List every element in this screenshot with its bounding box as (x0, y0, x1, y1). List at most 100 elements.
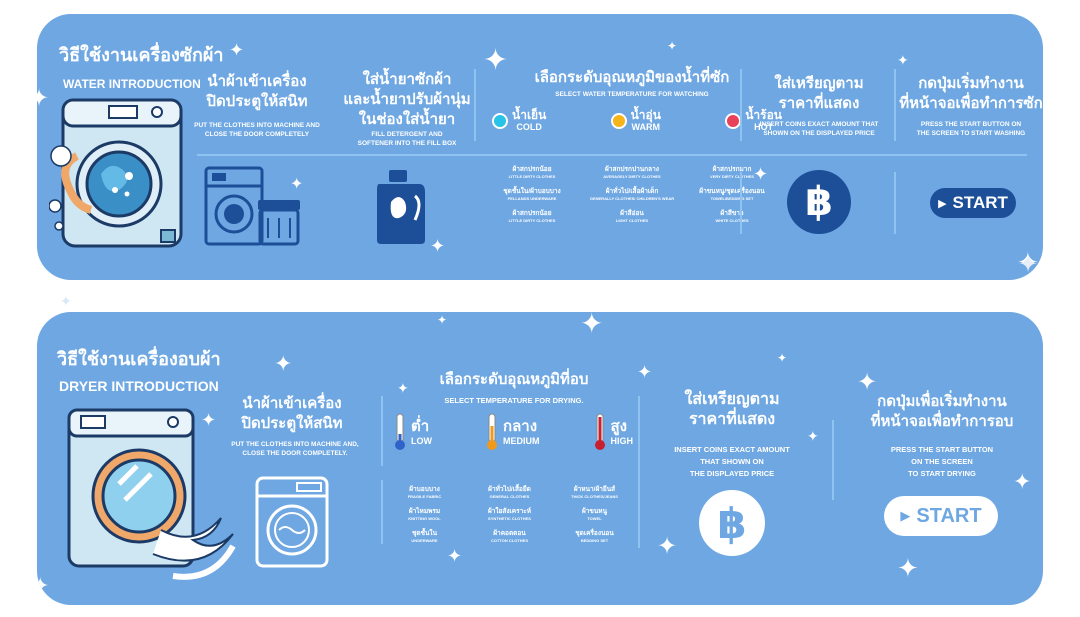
dryer-step2-text: เลือกระดับอุณหภูมิที่อบ (439, 371, 589, 388)
table-cell: ผ้าสีขาว WHITE CLOTHES (715, 210, 749, 223)
table-cell: ผ้าทั่วไป/เสื้อยืด GENERAL CLOTHES (488, 486, 531, 499)
dryer-step4-text: กดปุ่มเพื่อเริ่มทำงาน ที่หน้าจอเพื่อทำกา… (870, 393, 1014, 430)
cold-th: น้ำเย็น (512, 108, 547, 122)
dryer-machine-icon (67, 408, 236, 580)
sparkle-icon: ✦ (1013, 470, 1032, 495)
warm-en: WARM (631, 122, 660, 132)
dryer-step1-text: นำผ้าเข้าเครื่อง ปิดประตูให้สนิท (241, 395, 343, 432)
sparkle-icon: ✦ (201, 410, 217, 431)
baht-coin-icon: ฿ (699, 490, 765, 556)
dryer-guide-panel: วิธีใช้งานเครื่องอบผ้า DRYER INTRODUCTIO… (37, 312, 1043, 605)
cold-icon (492, 113, 508, 129)
start-label: START (916, 504, 982, 527)
warm-th: น้ำอุ่น (630, 108, 661, 122)
washer-step4-text: ใส่เหรียญตาม ราคาที่แสดง (774, 75, 864, 112)
table-cell: ผ้าใยสังเคราะห์ SYNTHETIC CLOTHES (487, 508, 532, 521)
table-cell: ผ้าบอบบาง FRAGILE FABRIC (407, 486, 442, 499)
table-cell: ผ้าสกปรกน้อย LITTLE DIRTY CLOTHES (508, 166, 556, 179)
sparkle-icon: ✦ (37, 84, 50, 112)
high-en: HIGH (610, 435, 634, 446)
table-cell: ผ้าขนหนู TOWEL (581, 508, 608, 521)
dryer-step1-caption: PUT THE CLOTHES INTO MACHINE AND, CLOSE … (231, 441, 359, 457)
dryer-start-button[interactable]: ▶ START (884, 496, 998, 536)
sparkle-icon: ✦ (274, 352, 293, 377)
washer-start-button[interactable]: ▶ START (930, 188, 1016, 218)
dryer-title: วิธีใช้งานเครื่องอบผ้า (57, 349, 221, 369)
sparkle-icon: ✦ (60, 294, 72, 310)
table-cell: ผ้าสกปรกปานกลาง AVERAGELY DIRTY CLOTHES (603, 166, 661, 179)
washer-step1-text: นำผ้าเข้าเครื่อง ปิดประตูให้สนิท (206, 73, 308, 110)
low-th: ต่ำ (411, 417, 430, 435)
baht-coin-icon: ฿ (787, 170, 851, 234)
sparkle-icon: ✦ (483, 43, 509, 78)
washer-step5-text: กดปุ่มเริ่มทำงาน ที่หน้าจอเพื่อทำการซัก (899, 75, 1043, 112)
medium-th: กลาง (503, 417, 538, 435)
high-th: สูง (610, 417, 627, 435)
sparkle-icon: ✦ (397, 381, 409, 397)
washer-step5-caption: PRESS THE START BUTTON ON THE SCREEN TO … (916, 121, 1026, 137)
start-label: START (952, 193, 1008, 212)
medium-en: MEDIUM (503, 435, 540, 446)
sparkle-icon: ✦ (37, 574, 50, 599)
table-cell: ชุดชั้นใน/ผ้าบอบบาง PELLANDS UNDERWARE (503, 188, 561, 201)
sparkle-icon: ✦ (657, 532, 678, 560)
laundry-machine-icon (204, 166, 300, 246)
hot-icon (725, 113, 742, 129)
washer-subtitle: WATER INTRODUCTION (63, 77, 201, 91)
thermometer-medium-icon (487, 413, 497, 450)
washer-divider (197, 154, 1027, 156)
table-cell: ผ้าทั่วไป/เสื้อผ้าเด็ก GENERALLY CLOTHES/… (589, 188, 675, 201)
washer-guide-panel: วิธีใช้งานเครื่องซักผ้า WATER INTRODUCTI… (37, 14, 1043, 280)
washer-step3-text: เลือกระดับอุณหภูมิของน้ำที่ซัก (534, 69, 730, 86)
cold-en: COLD (516, 122, 542, 132)
table-cell: ชุดเครื่องนอน BEDDING SET (575, 530, 614, 543)
washer-step3-caption: SELECT WATER TEMPERATURE FOR WATCHING (555, 91, 709, 98)
low-en: LOW (411, 435, 432, 446)
dryer-subtitle: DRYER INTRODUCTION (59, 378, 219, 394)
temp-option-hot: น้ำร้อน HOT (725, 109, 782, 133)
dry-temp-options: ต่ำ LOW กลาง MEDIUM สูง HIGH (393, 412, 633, 452)
sparkle-icon: ✦ (1017, 248, 1039, 278)
washer-step1-caption: PUT THE CLOTHES INTO MACHINE AND CLOSE T… (194, 122, 320, 138)
sparkle-icon: ✦ (447, 546, 463, 567)
washer-step2-caption: FILL DETERGENT AND SOFTENER INTO THE FIL… (357, 131, 457, 147)
washer-title: วิธีใช้งานเครื่องซักผ้า (59, 45, 224, 65)
sparkle-icon: ✦ (857, 368, 878, 396)
washing-machine-icon (49, 98, 183, 248)
play-icon: ▶ (938, 197, 947, 210)
sparkle-icon: ✦ (753, 164, 769, 185)
hot-th: น้ำร้อน (745, 108, 782, 122)
sparkle-icon: ✦ (807, 429, 819, 445)
sparkle-icon: ✦ (777, 351, 788, 365)
sparkle-icon: ✦ (897, 53, 909, 69)
table-cell: ผ้าหนา/ผ้ายีนส์ THICK CLOTHES/JEANS (571, 486, 618, 499)
detergent-bottle-icon (377, 170, 425, 244)
sparkle-icon: ✦ (897, 554, 919, 584)
washer-fabric-table: ผ้าสกปรกน้อย LITTLE DIRTY CLOTHES ผ้าสกปร… (482, 166, 782, 224)
temp-option-warm: น้ำอุ่น WARM (610, 108, 661, 133)
warm-icon (610, 113, 627, 129)
dryer-outline-icon (255, 476, 329, 568)
hot-en: HOT (754, 122, 774, 132)
temp-option-medium: กลาง MEDIUM (485, 412, 540, 452)
dryer-step4-caption: PRESS THE START BUTTON ON THE SCREEN TO … (890, 445, 994, 478)
thermometer-low-icon (395, 413, 405, 450)
table-cell: ผ้าคอตตอน COTTON CLOTHES (490, 530, 529, 543)
temp-option-high: สูง HIGH (593, 412, 634, 452)
water-temp-options: น้ำเย็น COLD น้ำอุ่น WARM น้ำร้อน HOT (492, 109, 782, 133)
temp-option-cold: น้ำเย็น COLD (492, 109, 546, 133)
table-cell: ผ้าไหมพรม KNITTING WOOL (408, 508, 441, 521)
sparkle-icon: ✦ (667, 39, 678, 53)
sparkle-icon: ✦ (1018, 250, 1039, 278)
table-cell: ผ้าสกปรกมาก VERY DIRTY CLOTHES (710, 166, 754, 179)
thermometer-high-icon (594, 413, 605, 450)
dryer-step3-text: ใส่เหรียญตาม ราคาที่แสดง (684, 391, 780, 428)
dryer-step2-caption: SELECT TEMPERATURE FOR DRYING. (444, 396, 584, 405)
play-icon: ▶ (900, 508, 911, 523)
washer-step2-text: ใส่น้ำยาซักผ้า และน้ำยาปรับผ้านุ่ม ในช่อ… (343, 71, 471, 128)
temp-option-low: ต่ำ LOW (393, 412, 432, 452)
sparkle-icon: ✦ (229, 40, 245, 61)
dryer-fabric-table: ผ้าบอบบาง FRAGILE FABRIC ผ้าทั่วไป/เสื้อย… (382, 486, 637, 544)
table-cell: ชุดชั้นใน UNDERWARE (411, 530, 438, 543)
table-cell: ผ้าสกปรกน้อย LITTLE DIRTY CLOTHES (508, 210, 556, 223)
